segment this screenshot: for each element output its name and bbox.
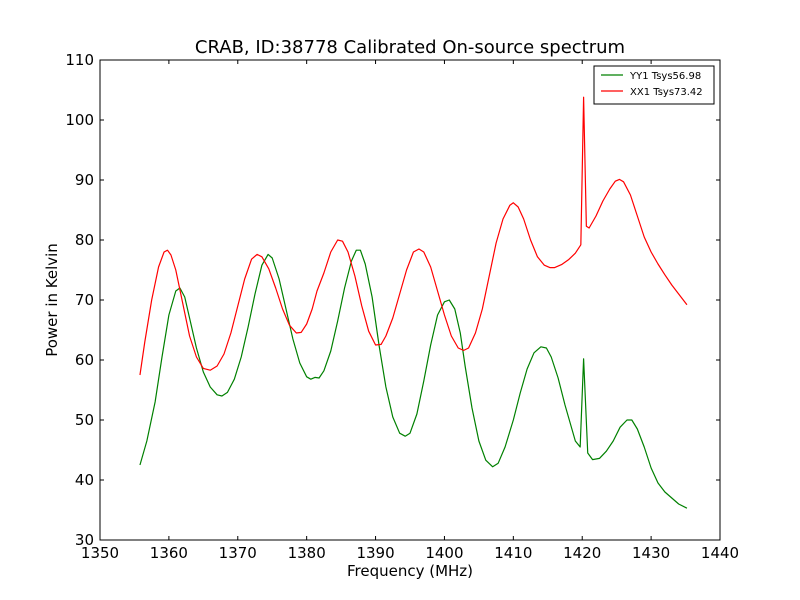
y-tick-label: 90	[75, 171, 94, 189]
legend-label: YY1 Tsys56.98	[629, 71, 701, 82]
x-tick-label: 1420	[563, 544, 601, 562]
y-tick-label: 100	[65, 111, 94, 129]
chart-title: CRAB, ID:38778 Calibrated On-source spec…	[195, 37, 625, 58]
y-tick-label: 70	[75, 291, 94, 309]
y-tick-label: 30	[75, 531, 94, 549]
axis-ticks: 1350 1360 1370 1380 1390 1400 1410 1420 1430 1440…	[65, 51, 739, 562]
series-line	[139, 96, 688, 376]
y-axis-label: Power in Kelvin	[43, 243, 61, 357]
x-tick-label: 1430	[632, 544, 670, 562]
y-tick-label: 40	[75, 471, 94, 489]
y-tick-label: 60	[75, 351, 94, 369]
x-tick-label: 1390	[356, 544, 394, 562]
legend: YY1 Tsys56.98 XX1 Tsys73.42	[593, 65, 715, 105]
x-tick-label: 1410	[494, 544, 532, 562]
x-tick-label: 1440	[701, 544, 739, 562]
x-tick-label: 1370	[219, 544, 257, 562]
x-tick-label: 1400	[425, 544, 463, 562]
series-layer	[139, 96, 688, 509]
series-line	[139, 249, 688, 509]
legend-box	[593, 65, 715, 105]
y-tick-label: 110	[65, 51, 94, 69]
x-tick-label: 1350	[81, 544, 119, 562]
plot-area-frame	[99, 59, 721, 541]
legend-label: XX1 Tsys73.42	[630, 87, 703, 98]
y-tick-label: 80	[75, 231, 94, 249]
x-tick-label: 1360	[150, 544, 188, 562]
x-tick-label: 1380	[288, 544, 326, 562]
y-tick-label: 50	[75, 411, 94, 429]
x-axis-label: Frequency (MHz)	[347, 562, 473, 580]
